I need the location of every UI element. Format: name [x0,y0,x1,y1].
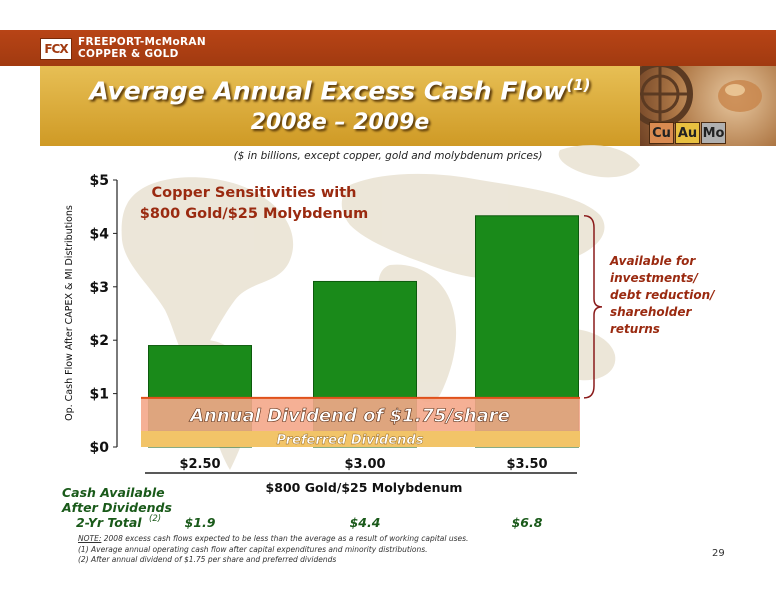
dividend-bands: Annual Dividend of $1.75/share Preferred … [141,396,580,448]
company-name-line1: FREEPORT-McMoRAN [78,36,206,48]
totals-footnote-mark: (2) [149,514,161,524]
chart-title-line2: $800 Gold/$25 Molybdenum [140,206,368,222]
bracket-label-line-1: investments/ [610,271,700,285]
company-logo: FCX [40,38,72,60]
title-footnote-mark: (1) [566,76,591,94]
y-tick-label-5: $5 [90,173,109,189]
preferred-dividend-label: Preferred Dividends [277,433,424,448]
bracket-label-line-2: debt reduction/ [610,288,716,302]
gold-symbol: Au [675,122,700,144]
y-tick-label-0: $0 [90,440,110,456]
total-value-0: $1.9 [185,515,216,530]
y-tick-label-4: $4 [90,226,110,242]
total-value-2: $6.8 [512,515,543,530]
molybdenum-symbol: Mo [701,122,726,144]
note-prefix: NOTE: [78,534,102,543]
note-text: 2008 excess cash flows expected to be le… [101,534,469,543]
element-symbols: Cu Au Mo [649,122,726,144]
logo-text: FCX [44,42,68,56]
bracket-label-line-4: returns [610,322,660,336]
slide-title-period: 2008e – 2009e [250,110,430,135]
x-tick-label-1: $3.00 [344,457,385,472]
bracket-label-line-0: Available for [609,254,696,268]
slide-title: Average Annual Excess Cash Flow(1) [40,76,640,105]
title-text: Average Annual Excess Cash Flow [89,76,567,106]
y-tick-label-3: $3 [90,280,109,296]
note-line: NOTE: 2008 excess cash flows expected to… [78,534,468,545]
annual-dividend-label: Annual Dividend of $1.75/share [188,405,510,426]
chart-axes: $0 $1 $2 $3 $4 $5 Op. Cash Flow After CAPEX & … [64,173,577,495]
bracket [583,215,603,399]
x-axis-label: $800 Gold/$25 Molybdenum [266,480,463,495]
copper-symbol: Cu [649,122,674,144]
x-tick-label-2: $3.50 [506,457,547,472]
y-tick-label-2: $2 [90,333,109,349]
totals-label-line2: After Dividends [61,500,172,515]
annual-dividend-band [141,397,580,431]
title-panel [40,66,640,146]
company-name: FREEPORT-McMoRAN COPPER & GOLD [78,36,206,60]
totals-label-line1: Cash Available [62,485,165,500]
bracket-label-line-3: shareholder [610,305,692,319]
y-axis-label: Op. Cash Flow After CAPEX & MI Distribut… [64,205,75,421]
company-name-line2: COPPER & GOLD [78,48,179,60]
footnote-1: (1) Average annual operating cash flow a… [78,544,428,554]
preferred-dividend-band [141,430,580,447]
chart-labels: Copper Sensitivities with $800 Gold/$25 M… [61,185,716,530]
x-tick-label-0: $2.50 [179,457,220,472]
chart-subtitle: ($ in billions, except copper, gold and … [233,150,543,162]
chart-title-line1: Copper Sensitivities with [152,185,357,201]
total-value-1: $4.4 [350,515,381,530]
header-bar [0,30,776,66]
page-number: 29 [712,548,725,559]
footnote-2: (2) After annual dividend of $1.75 per s… [78,555,337,564]
y-tick-label-1: $1 [90,387,109,403]
totals-label-line3: 2-Yr Total [76,515,142,530]
footnotes: NOTE: 2008 excess cash flows expected to… [78,534,468,566]
